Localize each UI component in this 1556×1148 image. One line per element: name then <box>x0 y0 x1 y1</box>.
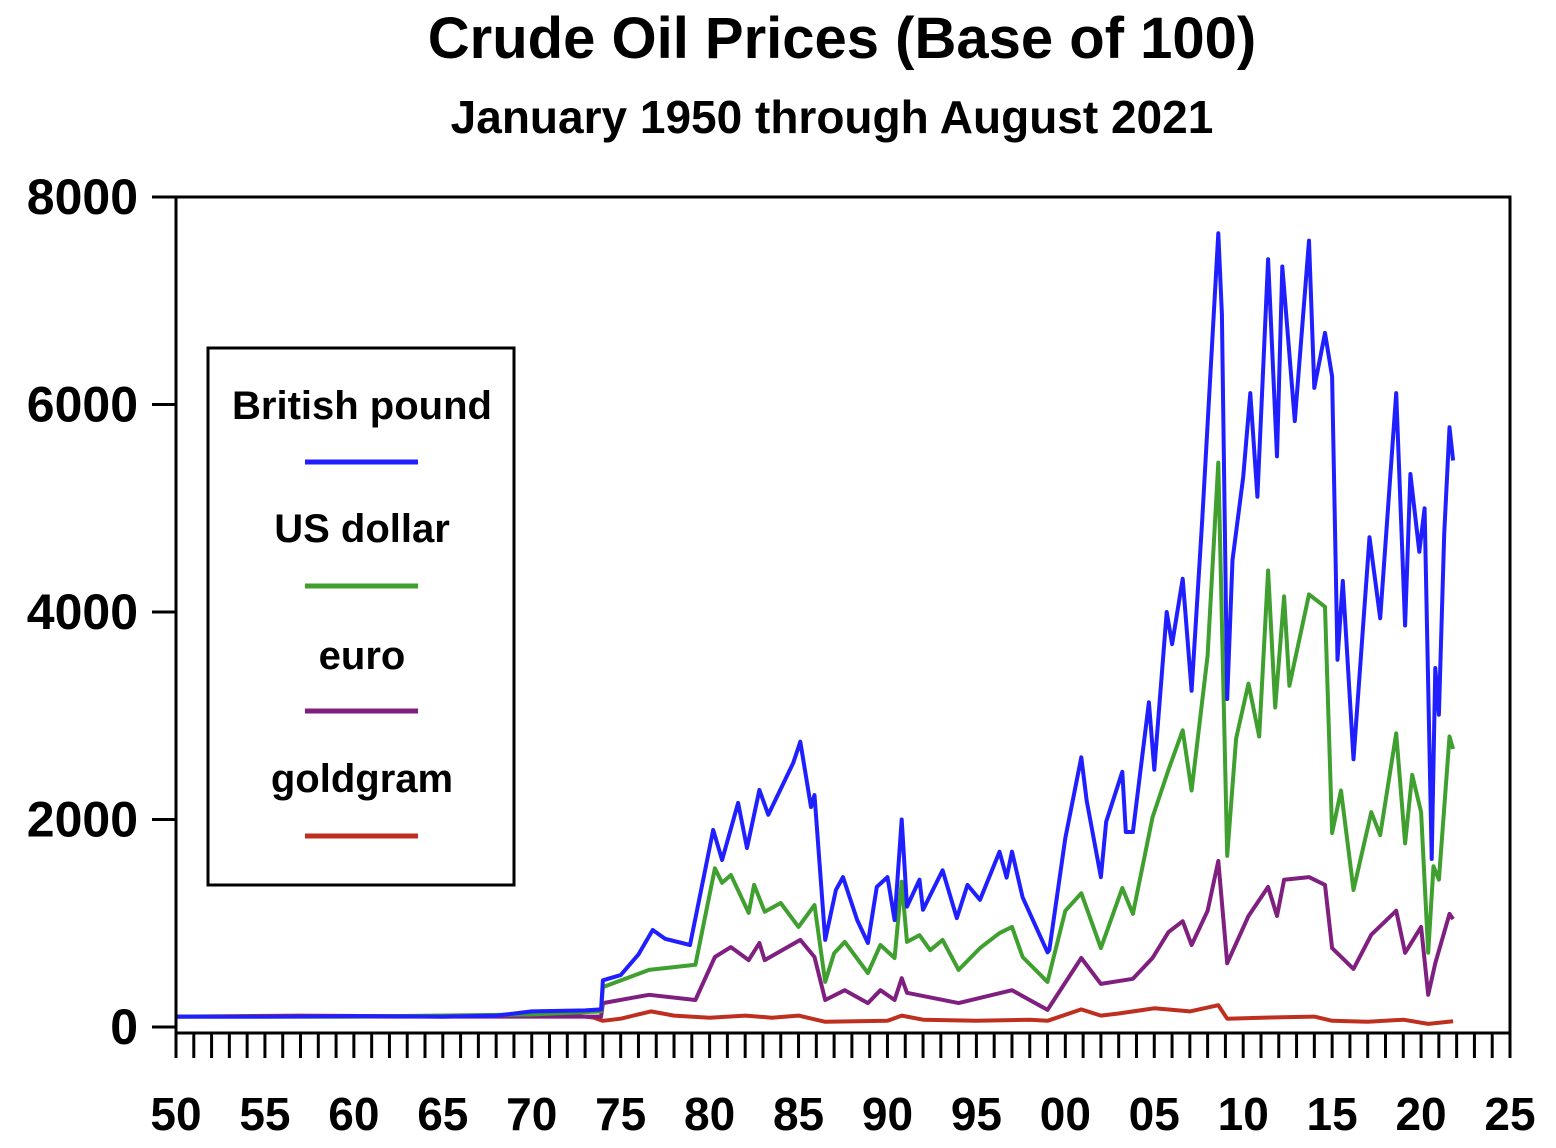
chart-title: Crude Oil Prices (Base of 100) <box>428 6 1256 71</box>
x-tick-label: 65 <box>417 1088 468 1140</box>
legend-box <box>206 346 516 887</box>
y-tick-label: 0 <box>110 999 138 1055</box>
series-group <box>175 231 1456 1026</box>
legend-label: euro <box>319 634 406 678</box>
x-tick-label: 95 <box>951 1088 1002 1140</box>
y-tick-label: 4000 <box>27 584 138 640</box>
x-tick-label: 50 <box>150 1088 201 1140</box>
axes: 0 2000 4000 6000 8000 50 55 60 65 70 75 80 85 90 95 00 0… <box>27 169 1536 1140</box>
x-tick-label: 90 <box>862 1088 913 1140</box>
y-tick-label: 2000 <box>27 792 138 848</box>
x-tick-label: 25 <box>1484 1088 1535 1140</box>
x-tick-label: 20 <box>1395 1088 1446 1140</box>
series-line-british-pound <box>176 231 1456 1019</box>
series-line-us-dollar <box>176 460 1456 1019</box>
legend-label: US dollar <box>274 507 450 551</box>
legend-label: British pound <box>232 384 492 428</box>
x-tick-label: 10 <box>1218 1088 1269 1140</box>
x-tick-label: 55 <box>239 1088 290 1140</box>
y-tick-label: 6000 <box>27 377 138 433</box>
legend: British pound US dollar euro goldgram <box>206 346 516 887</box>
x-tick-label: 60 <box>328 1088 379 1140</box>
x-tick-label: 70 <box>506 1088 557 1140</box>
chart-subtitle: January 1950 through August 2021 <box>451 91 1214 143</box>
x-tick-label: 15 <box>1307 1088 1358 1140</box>
x-tick-label: 80 <box>684 1088 735 1140</box>
legend-label: goldgram <box>271 757 453 801</box>
x-tick-label: 05 <box>1129 1088 1180 1140</box>
x-tick-label: 85 <box>773 1088 824 1140</box>
series-line-goldgram <box>175 1003 1454 1026</box>
x-tick-label: 00 <box>1040 1088 1091 1140</box>
series-line-euro <box>176 859 1455 1019</box>
x-tick-label: 75 <box>595 1088 646 1140</box>
plot-frame <box>174 195 1512 1035</box>
y-tick-label: 8000 <box>27 169 138 225</box>
